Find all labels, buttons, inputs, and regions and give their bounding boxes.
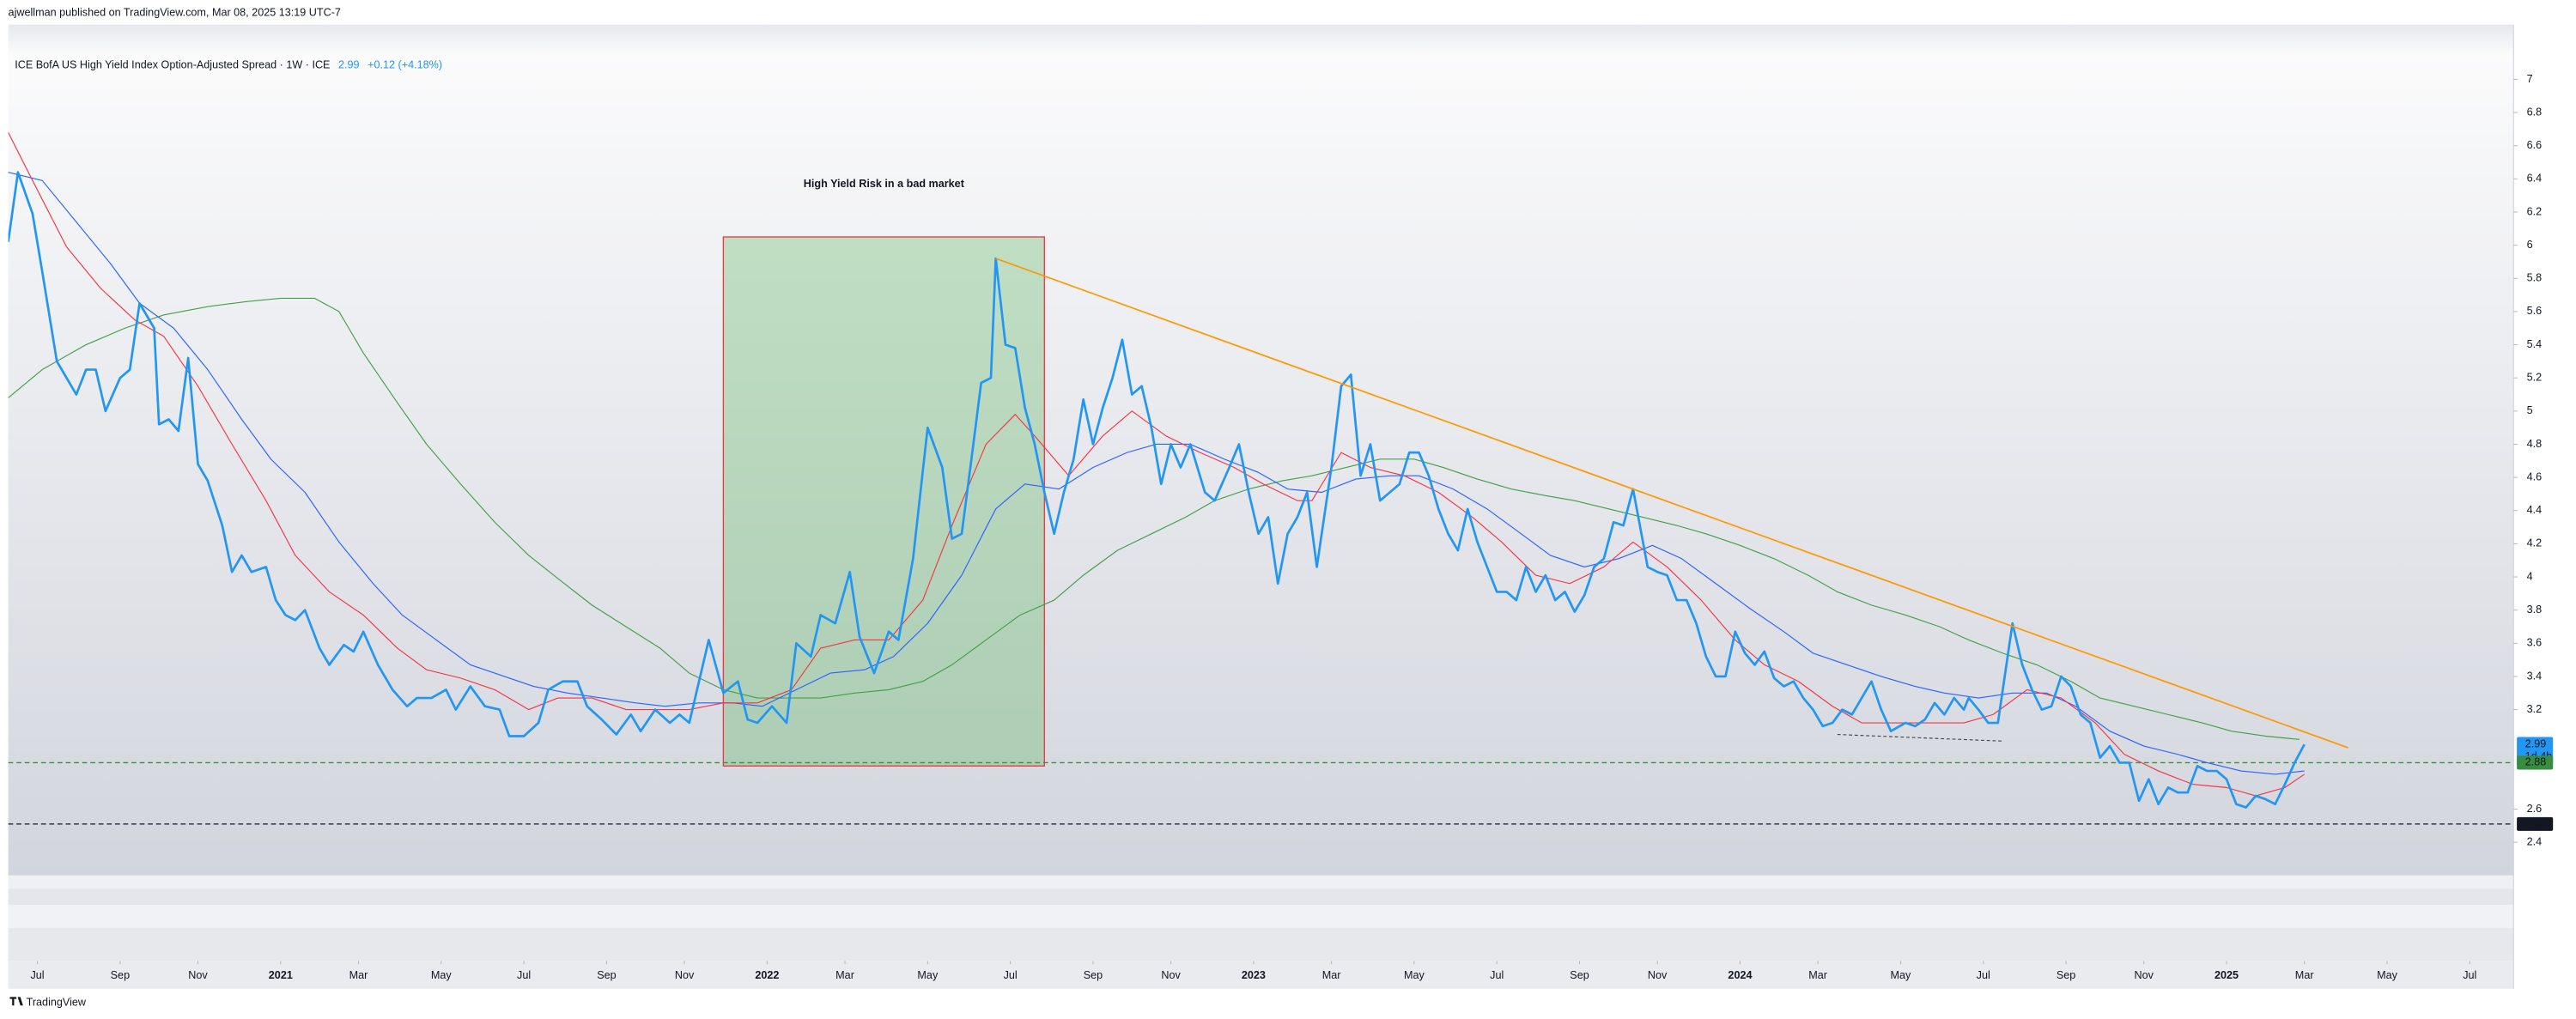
x-tick-label: Mar (2295, 969, 2314, 981)
x-tick-label: Mar (1322, 969, 1341, 981)
y-tick-label: 3.8 (2527, 604, 2543, 616)
trend-line (995, 258, 2348, 749)
brand: TradingView (27, 996, 87, 1008)
sub-pane (8, 875, 2514, 889)
x-tick-label: Nov (188, 969, 208, 981)
y-tick-label: 2.4 (2527, 835, 2543, 847)
x-tick-label: Sep (111, 969, 130, 981)
series-line (8, 171, 2306, 809)
x-tick-label: Jul (1004, 969, 1018, 981)
x-tick-label: 2021 (269, 969, 293, 981)
trend-line (1837, 733, 2003, 742)
chart-title: ICE BofA US High Yield Index Option-Adju… (15, 59, 330, 71)
y-tick-label: 2.6 (2527, 803, 2543, 815)
time-axis (8, 961, 2514, 989)
x-tick-label: Nov (675, 969, 695, 981)
y-tick-label: 5.6 (2527, 305, 2543, 317)
series-line (8, 132, 2306, 797)
y-tick-label: 6.6 (2527, 139, 2543, 151)
x-tick-label: Jul (1490, 969, 1504, 981)
sub-pane (8, 905, 2514, 928)
byline: ajwellman published on TradingView.com, … (9, 7, 341, 19)
price-pane (8, 24, 2514, 876)
y-tick-label: 6 (2527, 239, 2533, 251)
y-tick-label: 3.6 (2527, 637, 2543, 649)
y-tick-label: 6.2 (2527, 205, 2543, 217)
x-tick-label: 2024 (1728, 969, 1752, 981)
price-label-badge (2517, 816, 2554, 831)
axes: 2.4 2.6 3.2 3.4 3.6 3.8 4 4.2 4.4 4.6 4.8 5 5.2 5.4 5.… (30, 73, 2554, 981)
x-tick-label: Sep (2057, 969, 2075, 981)
series-line (8, 172, 2305, 775)
x-tick-label: May (1891, 969, 1912, 981)
x-tick-label: Mar (1808, 969, 1827, 981)
y-tick-label: 3.2 (2527, 703, 2543, 715)
x-tick-label: Mar (835, 969, 854, 981)
y-tick-label: 5.4 (2527, 338, 2543, 350)
price-label: 2.51 (2525, 817, 2547, 829)
price-label-badge (2517, 755, 2554, 770)
y-tick-label: 6.4 (2527, 173, 2543, 185)
x-tick-label: Jul (1977, 969, 1990, 981)
x-tick-label: Sep (1084, 969, 1103, 981)
x-tick-label: 2023 (1242, 969, 1266, 981)
y-tick-label: 6.8 (2527, 106, 2543, 118)
y-tick-label: 3.4 (2527, 670, 2543, 682)
x-tick-label: May (2377, 969, 2398, 981)
annotation: High Yield Risk in a bad market (804, 178, 965, 190)
x-tick-label: 2022 (755, 969, 779, 981)
brand-logo (9, 997, 23, 1006)
x-tick-label: Jul (2463, 969, 2476, 981)
x-tick-label: May (917, 969, 939, 981)
x-tick-label: Nov (2134, 969, 2154, 981)
y-tick-label: 5.8 (2527, 272, 2543, 284)
y-tick-label: 5 (2527, 404, 2533, 416)
x-tick-label: Nov (1161, 969, 1181, 981)
x-tick-label: Nov (1648, 969, 1668, 981)
x-tick-label: Sep (1570, 969, 1589, 981)
price-label: 2.88 (2525, 756, 2547, 768)
highlight-box (722, 236, 1045, 767)
x-tick-label: Jul (517, 969, 531, 981)
y-tick-label: 4 (2527, 570, 2533, 582)
x-tick-label: Jul (30, 969, 44, 981)
sub-pane (8, 928, 2514, 961)
plot-area: High Yield Risk in a bad market (8, 132, 2514, 825)
y-tick-label: 4.8 (2527, 438, 2543, 450)
x-tick-label: Sep (597, 969, 616, 981)
x-tick-label: May (431, 969, 453, 981)
y-tick-label: 4.2 (2527, 537, 2543, 549)
x-tick-label: 2025 (2215, 969, 2239, 981)
x-tick-label: May (1404, 969, 1425, 981)
chart-legend: ICE BofA US High Yield Index Option-Adju… (15, 59, 442, 71)
change: +0.12 (+4.18%) (368, 59, 442, 71)
last-value: 2.99 (338, 59, 360, 71)
last-price-label: 2.99 (2525, 737, 2547, 749)
y-tick-label: 5.2 (2527, 372, 2543, 384)
series-line (8, 297, 2300, 740)
y-tick-label: 4.6 (2527, 470, 2543, 482)
y-tick-label: 4.4 (2527, 504, 2543, 516)
sub-pane (8, 889, 2514, 906)
y-tick-label: 7 (2527, 73, 2533, 85)
x-tick-label: Mar (349, 969, 368, 981)
